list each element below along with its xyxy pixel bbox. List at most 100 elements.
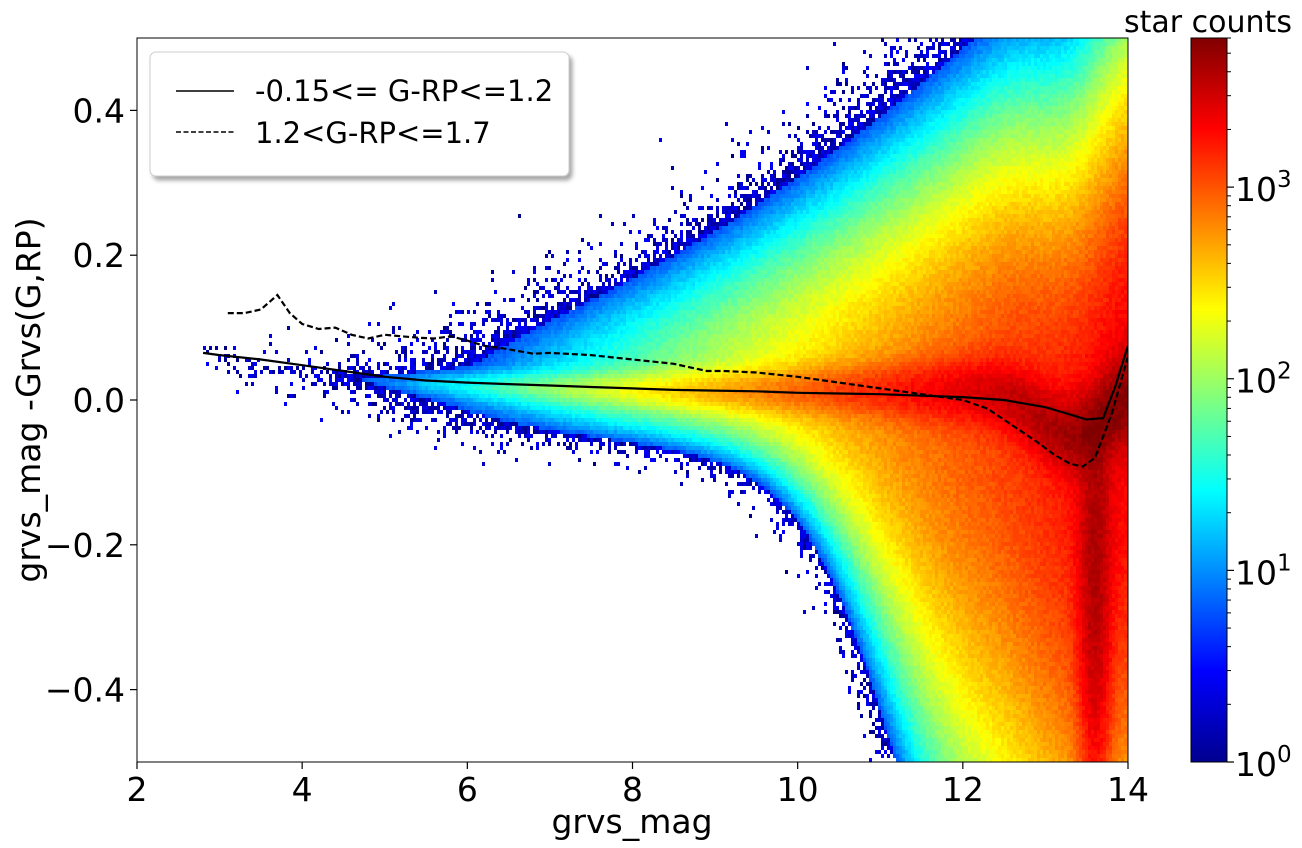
heatmap-cell — [614, 426, 617, 430]
heatmap-cell — [461, 366, 464, 370]
heatmap-cell — [473, 342, 476, 346]
heatmap-cell — [722, 274, 725, 278]
heatmap-cell — [710, 410, 713, 414]
heatmap-cell — [467, 398, 470, 402]
heatmap-cell — [479, 370, 482, 374]
heatmap-cell — [650, 262, 653, 266]
heatmap-cell — [536, 326, 539, 330]
heatmap-cell — [734, 206, 737, 210]
heatmap-cell — [695, 262, 698, 266]
heatmap-cell — [749, 326, 752, 330]
heatmap-cell — [587, 410, 590, 414]
heatmap-cell — [578, 370, 581, 374]
heatmap-cell — [740, 154, 743, 158]
heatmap-cell — [737, 226, 740, 230]
heatmap-cell — [362, 378, 365, 382]
heatmap-cell — [686, 382, 689, 386]
heatmap-cell — [401, 402, 404, 406]
heatmap-cell — [707, 226, 710, 230]
heatmap-cell — [665, 442, 668, 446]
heatmap-cell — [578, 270, 581, 274]
heatmap-cell — [614, 286, 617, 290]
heatmap-cell — [638, 318, 641, 322]
heatmap-cell — [716, 214, 719, 218]
heatmap-cell — [503, 334, 506, 338]
heatmap-cell — [743, 310, 746, 314]
heatmap-cell — [536, 378, 539, 382]
heatmap-cell — [605, 318, 608, 322]
heatmap-cell — [527, 278, 530, 282]
heatmap-cell — [542, 358, 545, 362]
heatmap-cell — [620, 374, 623, 378]
heatmap-cell — [578, 306, 581, 310]
heatmap-cell — [647, 294, 650, 298]
heatmap-cell — [641, 434, 644, 438]
heatmap-cell — [488, 366, 491, 370]
heatmap-cell — [497, 350, 500, 354]
heatmap-cell — [656, 450, 659, 454]
heatmap-cell — [710, 414, 713, 418]
heatmap-cell — [551, 338, 554, 342]
heatmap-cell — [554, 310, 557, 314]
heatmap-cell — [725, 282, 728, 286]
heatmap-cell — [341, 382, 344, 386]
heatmap-cell — [656, 430, 659, 434]
heatmap-cell — [533, 378, 536, 382]
heatmap-cell — [503, 354, 506, 358]
heatmap-cell — [749, 398, 752, 402]
heatmap-cell — [659, 382, 662, 386]
heatmap-cell — [656, 434, 659, 438]
heatmap-cell — [530, 390, 533, 394]
heatmap-cell — [572, 386, 575, 390]
heatmap-cell — [659, 354, 662, 358]
heatmap-cell — [572, 382, 575, 386]
heatmap-cell — [608, 418, 611, 422]
heatmap-cell — [629, 398, 632, 402]
heatmap-cell — [701, 342, 704, 346]
heatmap-cell — [533, 386, 536, 390]
heatmap-cell — [653, 442, 656, 446]
heatmap-cell — [719, 270, 722, 274]
heatmap-cell — [491, 378, 494, 382]
heatmap-cell — [353, 378, 356, 382]
heatmap-cell — [563, 402, 566, 406]
heatmap-cell — [578, 414, 581, 418]
heatmap-cell — [410, 366, 413, 370]
heatmap-cell — [575, 290, 578, 294]
heatmap-cell — [632, 378, 635, 382]
heatmap-cell — [443, 366, 446, 370]
heatmap-cell — [626, 350, 629, 354]
heatmap-cell — [674, 310, 677, 314]
heatmap-cell — [731, 154, 734, 158]
heatmap-cell — [248, 374, 251, 378]
heatmap-cell — [581, 318, 584, 322]
heatmap-cell — [605, 350, 608, 354]
heatmap-cell — [686, 406, 689, 410]
heatmap-cell — [464, 410, 467, 414]
heatmap-cell — [488, 310, 491, 314]
heatmap-cell — [737, 282, 740, 286]
heatmap-cell — [578, 310, 581, 314]
heatmap-cell — [527, 410, 530, 414]
heatmap-cell — [746, 258, 749, 262]
heatmap-cell — [563, 370, 566, 374]
heatmap-cell — [491, 418, 494, 422]
heatmap-cell — [596, 374, 599, 378]
heatmap-cell — [707, 406, 710, 410]
heatmap-cell — [305, 374, 308, 378]
heatmap-cell — [653, 302, 656, 306]
heatmap-cell — [737, 306, 740, 310]
heatmap-cell — [536, 406, 539, 410]
heatmap-cell — [680, 298, 683, 302]
heatmap-cell — [749, 174, 752, 178]
heatmap-cell — [716, 462, 719, 466]
heatmap-cell — [605, 294, 608, 298]
heatmap-cell — [707, 434, 710, 438]
heatmap-cell — [548, 414, 551, 418]
heatmap-cell — [662, 274, 665, 278]
heatmap-cell — [590, 438, 593, 442]
heatmap-cell — [500, 442, 503, 446]
heatmap-cell — [692, 434, 695, 438]
heatmap-cell — [446, 338, 449, 342]
heatmap-cell — [533, 394, 536, 398]
